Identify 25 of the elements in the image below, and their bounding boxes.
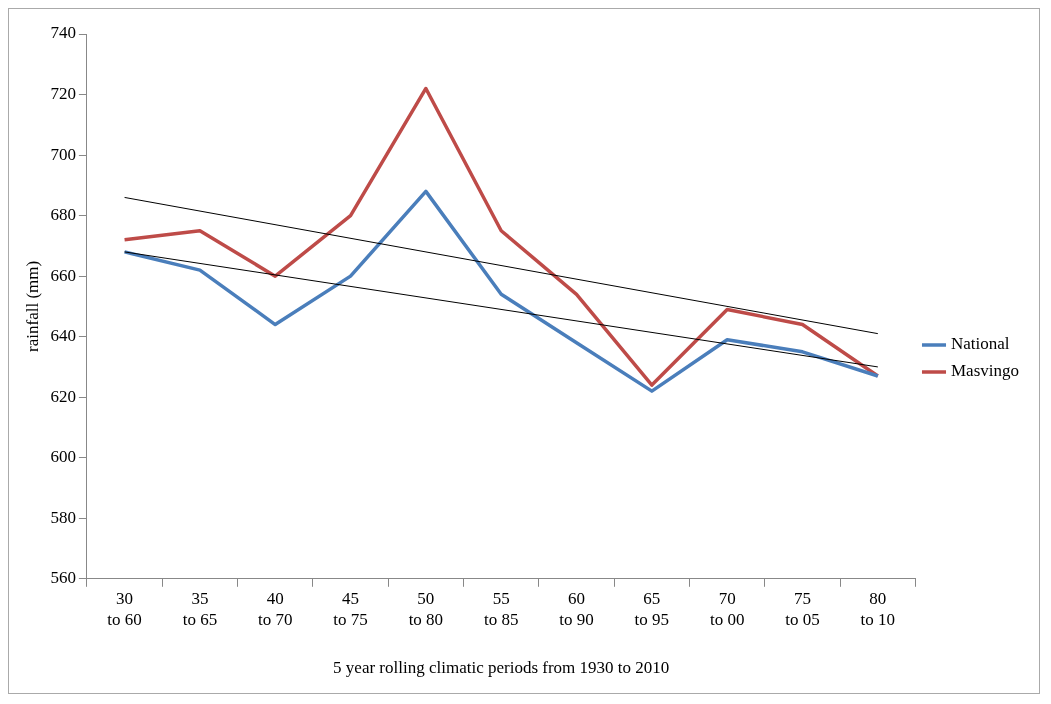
y-axis-title: rainfall (mm) [22,260,42,352]
y-tick-label: 720 [50,84,76,103]
y-tick-label: 560 [50,568,76,588]
y-tick-label: 580 [50,507,76,527]
x-tick-label: 40 to 70 [257,589,293,629]
y-tick-label: 740 [50,23,76,43]
x-tick-label: 45 to 75 [333,589,368,629]
x-tick-label: 60 to 90 [559,589,594,629]
x-tick-label: 50 to 80 [408,589,444,629]
y-tick-label: 680 [50,205,76,225]
y-tick-label: 700 [50,144,76,164]
y-tick-label: 620 [50,386,76,406]
y-tick-label: 640 [50,326,76,346]
x-axis-title: 5 year rolling climatic periods from 1930 to 2010 [333,658,670,678]
x-tick-label: 70 to 00 [709,589,745,629]
x-tick-label: 75 to 05 [785,589,820,629]
x-tick-label: 35 to 65 [182,589,218,629]
y-tick-label: 600 [50,447,76,467]
x-tick-label: 55 to 85 [483,589,519,629]
x-tick-label: 65 to 95 [634,589,670,629]
legend-label: Masvingo [951,361,1019,381]
y-tick-label: 660 [50,265,76,285]
x-tick-label: 80 to 10 [860,589,896,629]
legend-label: National [951,334,1010,354]
x-tick-label: 30 to 60 [107,589,142,629]
